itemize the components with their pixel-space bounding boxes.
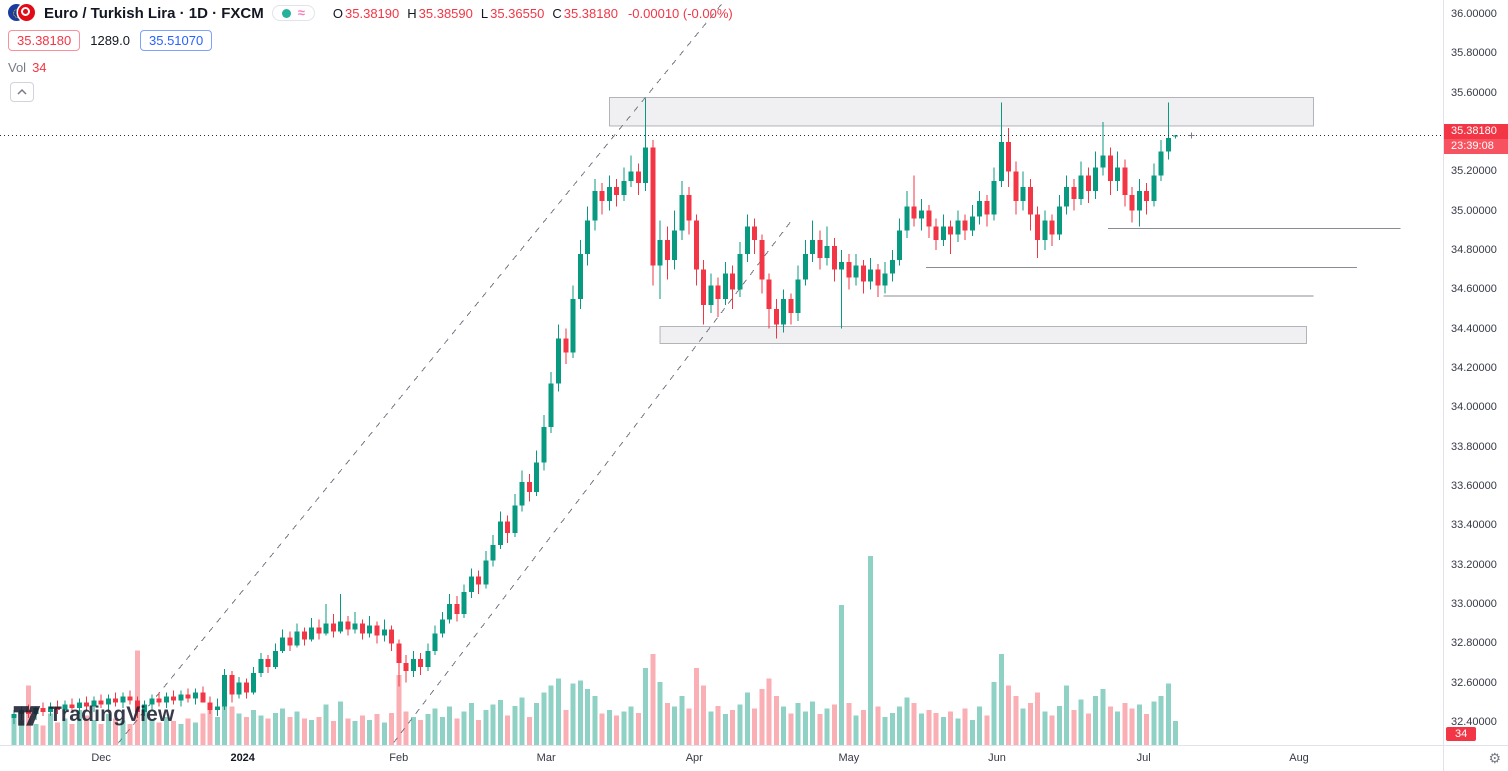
price-tick-label: 34.00000 [1451, 401, 1497, 414]
high-value: 35.38590 [418, 5, 473, 21]
chart-canvas[interactable] [0, 0, 1443, 745]
price-tick-label: 32.60000 [1451, 676, 1497, 689]
open-label: O [332, 5, 344, 21]
time-tick-label: Apr [685, 752, 703, 764]
add-order-plus-icon[interactable] [1188, 132, 1195, 139]
buy-price-button[interactable]: 35.51070 [140, 30, 213, 51]
close-value: 35.38180 [563, 5, 618, 21]
legend-row-quotes: 35.38180 1289.0 35.51070 [8, 30, 733, 51]
candlestick-series [11, 98, 1179, 724]
legend-row-main: Euro / Turkish Lira · 1D · FXCM ≈ O 35.3… [8, 4, 733, 22]
bar-countdown: 23:39:08 [1444, 138, 1508, 154]
ohlc-values: O 35.38190 H 35.38590 L 35.36550 C 35.38… [327, 6, 733, 21]
price-tick-label: 32.80000 [1451, 637, 1497, 650]
price-tick-label: 34.60000 [1451, 283, 1497, 296]
price-tick-label: 35.00000 [1451, 204, 1497, 217]
settings-gear-icon[interactable]: ⚙ [1488, 750, 1501, 766]
time-tick-label: Jun [988, 752, 1006, 764]
time-tick-label: Feb [389, 752, 409, 764]
delayed-data-icon: ≈ [297, 5, 305, 20]
market-status-pill[interactable]: ≈ [271, 5, 315, 21]
volume-indicator-value: 34 [32, 60, 47, 75]
symbol-title[interactable]: Euro / Turkish Lira · 1D · FXCM [44, 4, 264, 22]
last-price-tag[interactable]: 35.38180 23:39:08 [1444, 123, 1508, 154]
trend-line[interactable] [372, 222, 791, 745]
last-price-value: 35.38180 [1444, 123, 1508, 139]
price-tick-label: 33.80000 [1451, 440, 1497, 453]
price-axis[interactable]: 36.0000035.8000035.6000035.4000035.20000… [1443, 0, 1508, 745]
try-flag-icon [18, 4, 35, 21]
volume-indicator-label[interactable]: Vol [8, 60, 27, 75]
price-tick-label: 33.60000 [1451, 480, 1497, 492]
price-tick-label: 35.80000 [1451, 47, 1497, 60]
price-tick-label: 34.80000 [1451, 244, 1497, 256]
close-label: C [552, 5, 562, 21]
price-tick-label: 36.00000 [1451, 8, 1497, 20]
price-tick-label: 34.40000 [1451, 322, 1497, 335]
time-tick-label: May [838, 752, 860, 764]
tradingview-watermark: TradingView [12, 700, 175, 730]
price-tick-label: 34.20000 [1451, 362, 1497, 374]
chart-pane[interactable]: Euro / Turkish Lira · 1D · FXCM ≈ O 35.3… [0, 0, 1443, 745]
legend-collapse-button[interactable] [10, 82, 34, 102]
axis-corner: ⚙ [1443, 745, 1508, 771]
tradingview-watermark-text: TradingView [49, 703, 175, 726]
volume-series [11, 556, 1179, 745]
symbol-legend: Euro / Turkish Lira · 1D · FXCM ≈ O 35.3… [8, 4, 733, 75]
time-tick-label: Jul [1136, 752, 1151, 764]
price-tick-label: 33.00000 [1451, 598, 1497, 610]
time-tick-label: 2024 [230, 752, 255, 764]
price-zone[interactable] [659, 326, 1307, 344]
price-zone[interactable] [608, 97, 1315, 127]
symbol-logo [8, 4, 36, 22]
sell-price-button[interactable]: 35.38180 [8, 30, 81, 51]
volume-axis-label: 34 [1446, 727, 1477, 741]
legend-row-volume: Vol 34 [8, 60, 733, 75]
low-value: 35.36550 [490, 5, 545, 21]
open-value: 35.38190 [345, 5, 400, 21]
change-value: -0.00010 (-0.00%) [627, 5, 733, 21]
market-open-dot-icon [281, 8, 291, 18]
price-tick-label: 33.20000 [1451, 558, 1497, 571]
low-label: L [480, 5, 489, 21]
high-label: H [407, 5, 417, 21]
price-tick-label: 33.40000 [1451, 519, 1497, 532]
time-axis[interactable]: Dec 2024 Feb Mar Apr May Jun Jul Aug [0, 745, 1443, 771]
price-tick-label: 35.20000 [1451, 165, 1497, 178]
price-tick-label: 35.60000 [1451, 86, 1497, 99]
time-tick-label: Mar [536, 752, 556, 764]
tradingview-logo-icon [13, 706, 41, 726]
price-tick-label: 32.40000 [1451, 716, 1497, 728]
spread-value: 1289.0 [90, 33, 130, 48]
trend-line[interactable] [95, 0, 726, 745]
time-tick-label: Dec [91, 752, 111, 764]
chevron-up-icon [17, 88, 27, 95]
time-tick-label: Aug [1289, 752, 1309, 764]
